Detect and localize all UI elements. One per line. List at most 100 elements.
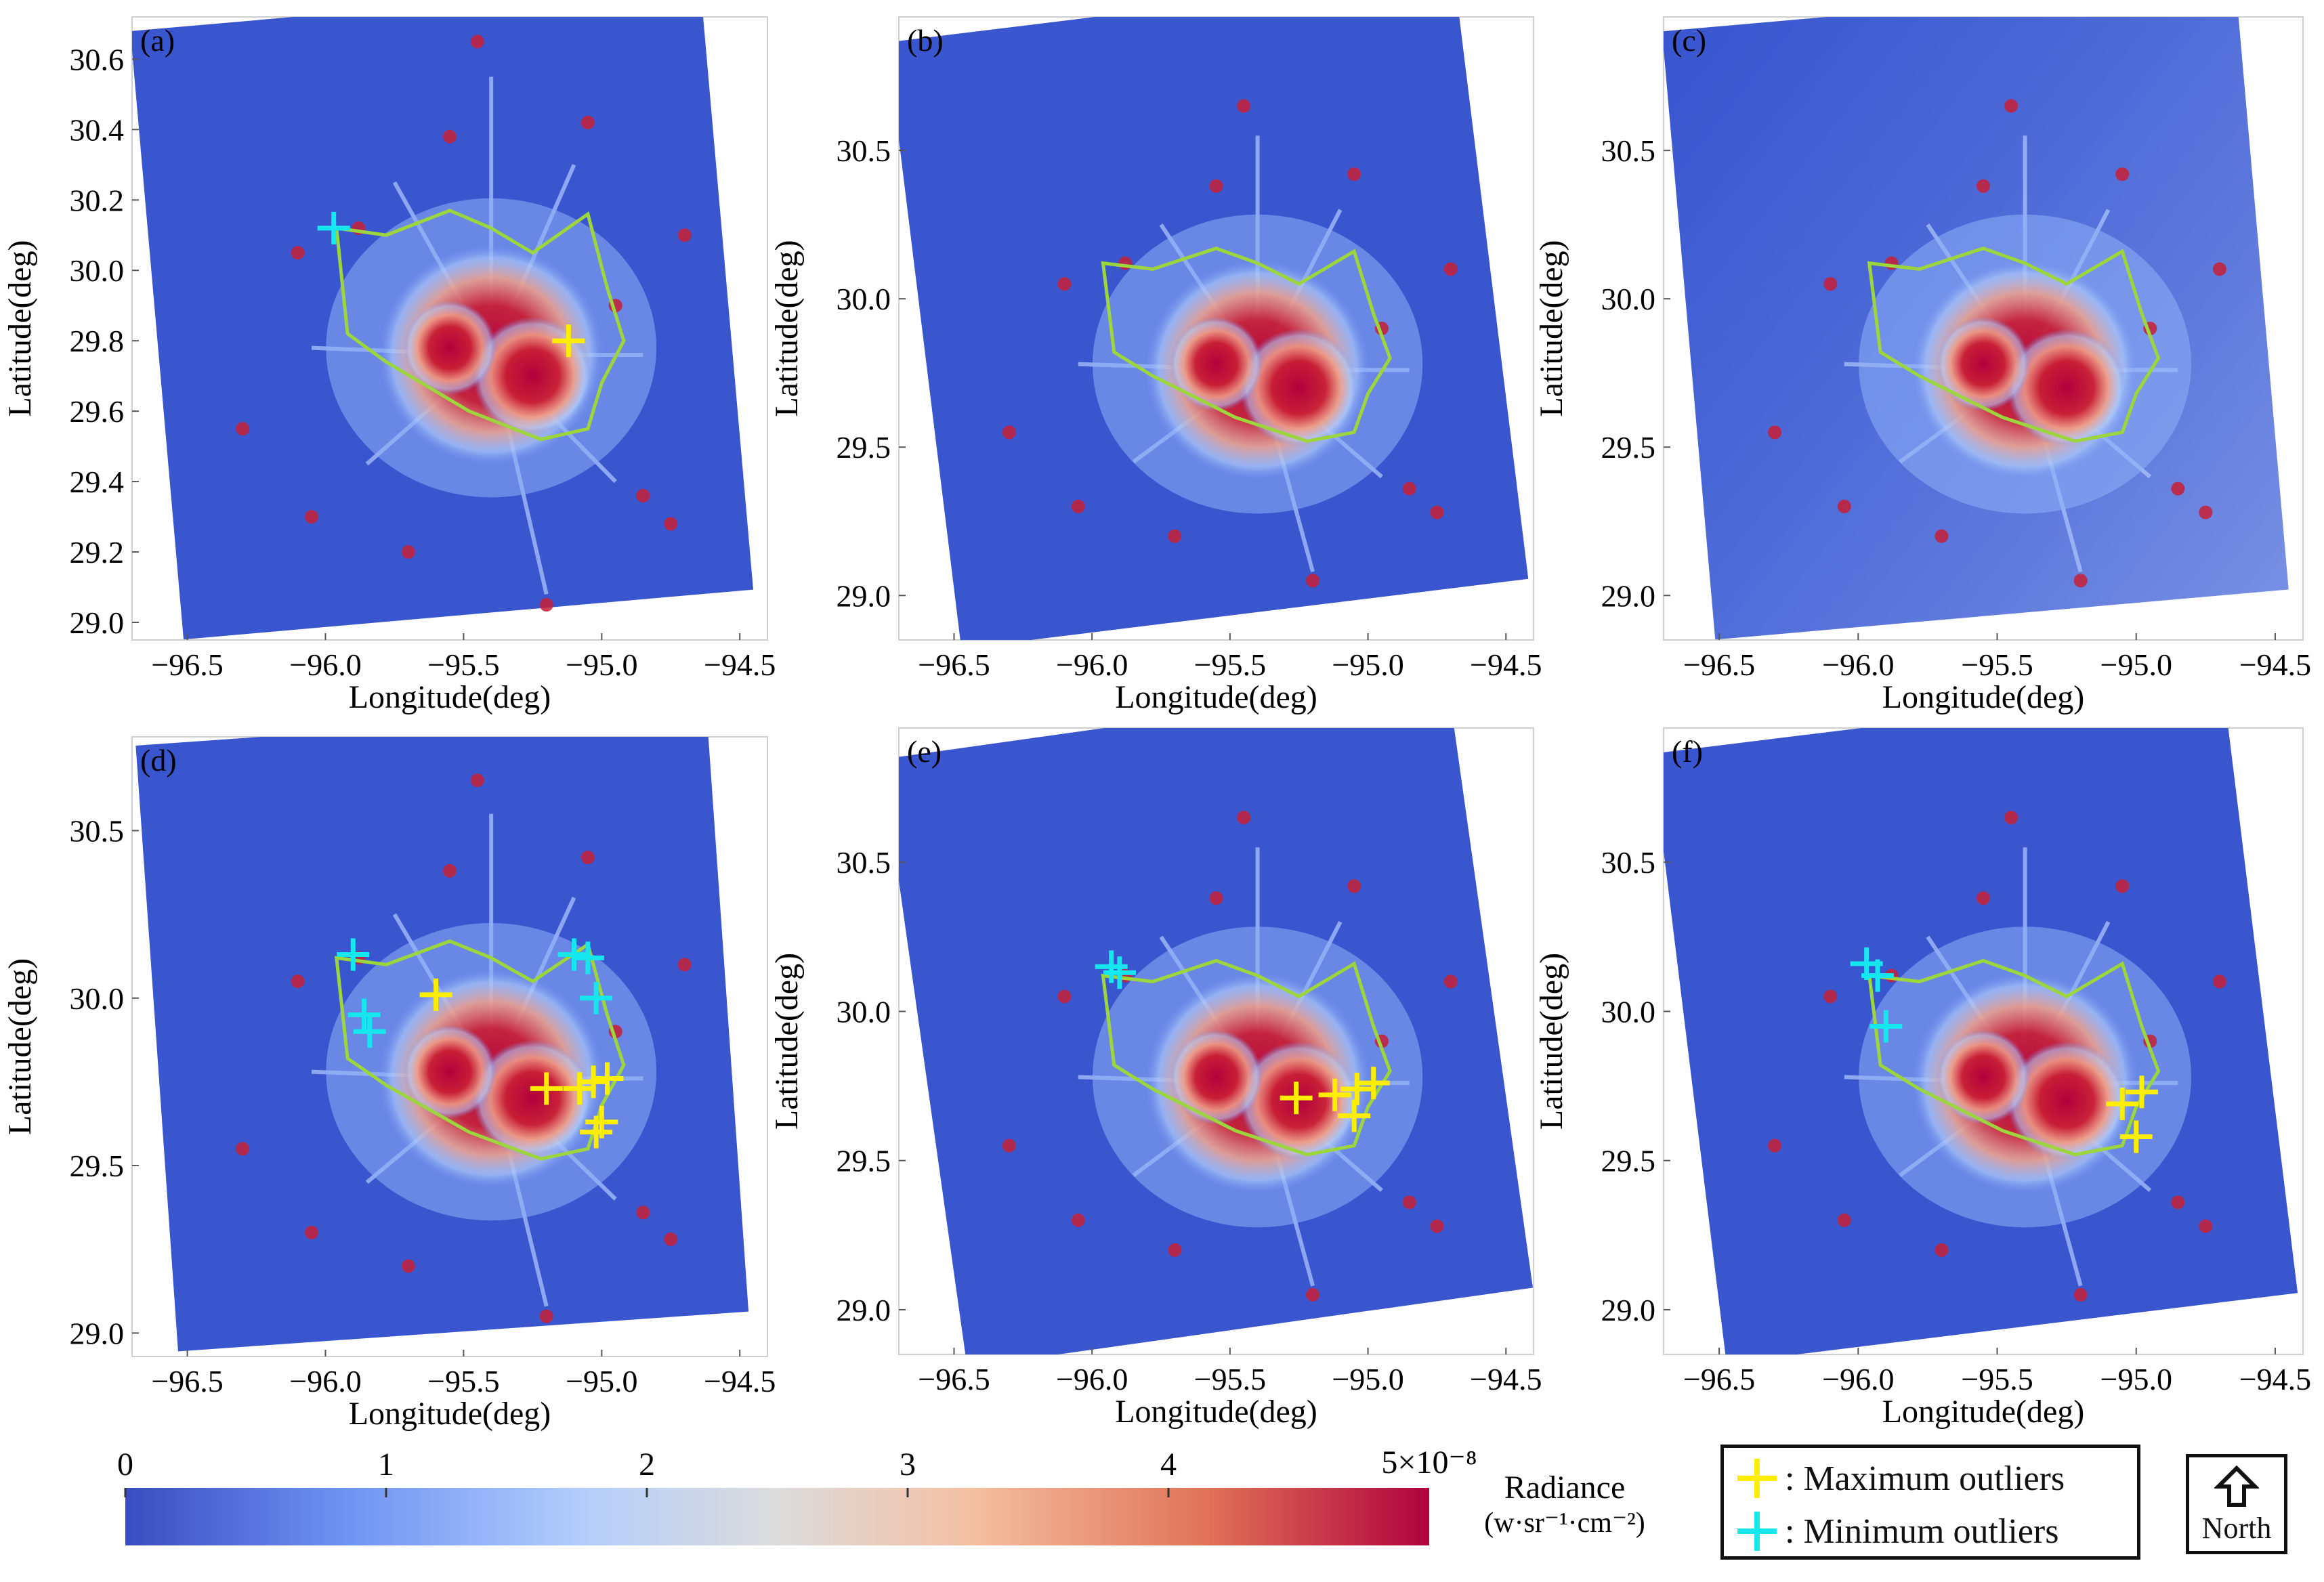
min-outlier-marker xyxy=(571,941,604,975)
town-light xyxy=(1430,505,1444,519)
max-outlier-marker xyxy=(563,1072,596,1105)
town-light xyxy=(470,35,484,49)
y-tick-label: 30.6 xyxy=(70,42,125,77)
x-tick-label: −95.5 xyxy=(1961,1362,2033,1396)
town-light xyxy=(1306,1287,1320,1302)
town-light xyxy=(1935,529,1949,543)
y-tick-label: 29.5 xyxy=(1601,430,1656,465)
town-light xyxy=(539,1309,553,1323)
north-label: North xyxy=(2201,1512,2272,1545)
town-light xyxy=(539,598,553,612)
town-light xyxy=(1347,167,1361,181)
town-light xyxy=(1071,499,1085,513)
colorbar-units: (w·sr⁻¹·cm⁻²) xyxy=(1484,1508,1645,1539)
panel-label: (d) xyxy=(140,743,177,777)
town-light xyxy=(1768,1138,1782,1153)
x-tick-label: −95.0 xyxy=(2100,647,2172,682)
up-arrow-icon xyxy=(2214,1466,2259,1507)
urban-core xyxy=(1239,328,1359,447)
north-indicator: North xyxy=(2186,1454,2287,1554)
town-light xyxy=(580,115,595,129)
max-outlier-marker xyxy=(1280,1082,1313,1115)
legend-min-label: : Minimum outliers xyxy=(1785,1512,2059,1551)
x-tick-label: −96.5 xyxy=(918,647,990,682)
city-boundary xyxy=(1867,247,2161,444)
town-light xyxy=(2199,1219,2213,1233)
x-tick-label: −95.0 xyxy=(2100,1362,2172,1396)
colorbar-max-label: 5×10⁻⁸ xyxy=(1381,1445,1477,1480)
town-light xyxy=(1837,499,1851,513)
town-light xyxy=(1443,975,1458,989)
panel-a: (a) −96.5 −96.0 −95.5 −95.0 −94.5 29.0 29.2 29.4… xyxy=(2,16,776,715)
y-tick-label: 29.4 xyxy=(70,465,125,499)
town-light xyxy=(677,958,692,972)
x-axis-label: Longitude(deg) xyxy=(1882,679,2085,715)
town-light xyxy=(1837,1213,1851,1227)
panel-label: (b) xyxy=(907,23,944,58)
x-tick-label: −95.0 xyxy=(1332,1362,1403,1396)
x-axis-label: Longitude(deg) xyxy=(1882,1394,2085,1430)
urban-core xyxy=(2006,328,2127,447)
town-light xyxy=(1168,529,1182,543)
y-tick-label: 29.0 xyxy=(837,578,891,613)
town-light xyxy=(1430,1219,1444,1233)
town-light xyxy=(664,1232,678,1246)
urban-core xyxy=(1937,1029,2030,1125)
panel-e: (e) −96.5 −96.0 −95.5 −95.0 −94.5 29.0 29.5 30.0… xyxy=(769,727,1542,1430)
urban-core xyxy=(403,1025,497,1119)
y-tick-label: 30.4 xyxy=(70,112,125,147)
town-light xyxy=(401,545,415,559)
town-light xyxy=(2212,262,2226,276)
urban-core xyxy=(473,1040,593,1157)
town-light xyxy=(580,851,595,865)
max-outlier-marker xyxy=(1338,1099,1371,1132)
panel-f: (f) −96.5 −96.0 −95.5 −95.0 −94.5 29.0 29.5 30.0… xyxy=(1534,727,2311,1430)
outlier-legend: : Maximum outliers : Minimum outliers xyxy=(1720,1445,2140,1560)
min-outlier-marker xyxy=(1861,959,1895,992)
x-tick-label: −96.0 xyxy=(289,647,361,682)
y-tick-label: 29.0 xyxy=(1601,578,1656,613)
min-outlier-marker xyxy=(557,938,591,971)
x-tick-label: −96.5 xyxy=(918,1362,990,1396)
town-light xyxy=(305,1226,319,1239)
legend-min-row: : Minimum outliers xyxy=(1737,1508,2058,1555)
town-light xyxy=(1237,99,1251,113)
panel-c: (c) −96.5 −96.0 −95.5 −95.0 −94.5 29.0 29.5 30.0… xyxy=(1534,16,2311,715)
min-outlier-marker xyxy=(347,998,381,1031)
max-outlier-marker xyxy=(1340,1072,1374,1105)
y-axis-label: Latitude(deg) xyxy=(2,958,38,1135)
town-light xyxy=(2004,99,2019,113)
city-boundary xyxy=(334,209,626,442)
city-boundary xyxy=(1867,958,2161,1157)
x-tick-label: −96.5 xyxy=(1683,1362,1755,1396)
x-tick-label: −96.0 xyxy=(1822,1362,1894,1396)
y-tick-label: 30.2 xyxy=(70,183,125,217)
colorbar-tick-label: 2 xyxy=(639,1447,655,1482)
urban-core xyxy=(2006,1041,2127,1161)
town-light xyxy=(1823,277,1838,291)
y-axis-label: Latitude(deg) xyxy=(1534,240,1569,416)
max-outlier-cross-icon xyxy=(1737,1459,1777,1498)
max-outlier-marker xyxy=(2119,1120,2153,1153)
y-axis-label: Latitude(deg) xyxy=(769,240,805,416)
town-light xyxy=(1977,179,1990,193)
town-light xyxy=(443,129,457,144)
y-axis-label: Latitude(deg) xyxy=(1534,953,1569,1130)
max-outlier-marker xyxy=(591,1062,624,1095)
y-axis-label: Latitude(deg) xyxy=(769,953,805,1130)
x-tick-label: −94.5 xyxy=(2239,647,2311,682)
urban-core xyxy=(1937,316,2030,412)
y-tick-label: 29.0 xyxy=(1601,1293,1656,1327)
y-tick-label: 30.5 xyxy=(837,845,891,880)
x-axis-label: Longitude(deg) xyxy=(349,679,551,715)
town-light xyxy=(1977,891,1990,905)
town-light xyxy=(1237,811,1251,825)
y-axis-label: Latitude(deg) xyxy=(2,240,38,416)
max-outlier-marker xyxy=(577,1065,610,1098)
y-tick-label: 30.5 xyxy=(1601,133,1656,168)
max-outlier-marker xyxy=(552,324,585,358)
legend-max-label: : Maximum outliers xyxy=(1785,1459,2065,1498)
y-tick-label: 30.0 xyxy=(70,253,125,288)
colorbar-tick-label: 3 xyxy=(900,1447,916,1482)
town-light xyxy=(2073,574,2088,588)
